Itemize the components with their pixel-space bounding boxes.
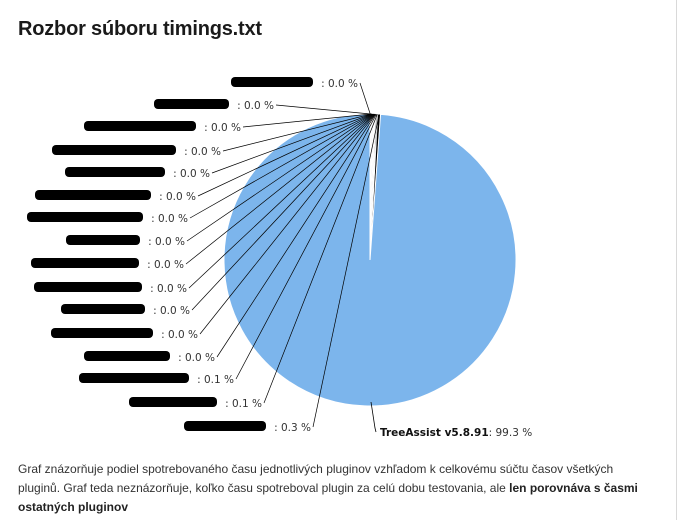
label-redacted-1	[231, 77, 313, 87]
label-redacted-11	[61, 304, 145, 314]
label-redacted-6	[35, 190, 151, 200]
connector-11	[191, 113, 376, 311]
label-value-1: : 0.0 %	[321, 78, 358, 90]
connector-12	[199, 113, 376, 335]
label-value-9: : 0.0 %	[147, 259, 184, 271]
label-redacted-9	[31, 258, 139, 268]
label-value-16: : 0.3 %	[274, 422, 311, 434]
label-redacted-12	[51, 328, 153, 338]
label-redacted-5	[65, 167, 165, 177]
connector-main	[370, 401, 377, 433]
label-value-6: : 0.0 %	[159, 191, 196, 203]
label-redacted-3	[84, 121, 196, 131]
connector-9	[185, 113, 375, 265]
label-main: TreeAssist v5.8.91: 99.3 %	[380, 427, 532, 439]
pie-chart: : 0.0 % : 0.0 % : 0.0 % : 0.0 % : 0.0 % : 0.0…	[27, 77, 532, 439]
label-redacted-13	[84, 351, 170, 361]
label-connectors	[185, 82, 380, 433]
connector-7	[189, 113, 374, 219]
connector-10	[188, 113, 375, 289]
label-redacted-2	[154, 99, 229, 109]
label-value-4: : 0.0 %	[184, 146, 221, 158]
label-value-8: : 0.0 %	[148, 236, 185, 248]
connector-5	[211, 113, 373, 174]
label-main-name: TreeAssist v5.8.91	[380, 427, 489, 439]
label-value-7: : 0.0 %	[151, 213, 188, 225]
label-redacted-7	[27, 212, 143, 222]
connector-13	[216, 113, 377, 358]
chart-description: Graf znázorňuje podiel spotrebovaného ča…	[18, 460, 658, 517]
connector-14	[235, 113, 377, 380]
description-bold: len porovnáva s časmi ostatných pluginov	[18, 481, 638, 514]
label-redacted-4	[52, 145, 176, 155]
label-value-12: : 0.0 %	[161, 329, 198, 341]
label-redacted-14	[79, 373, 189, 383]
label-value-11: : 0.0 %	[153, 305, 190, 317]
label-redacted-8	[66, 235, 140, 245]
connector-4	[222, 113, 372, 152]
label-value-13: : 0.0 %	[178, 352, 215, 364]
label-value-15: : 0.1 %	[225, 398, 262, 410]
label-redacted-15	[129, 397, 217, 407]
connector-2	[275, 104, 371, 115]
connector-1	[359, 82, 371, 115]
label-value-14: : 0.1 %	[197, 374, 234, 386]
connector-16	[312, 114, 380, 428]
page-title: Rozbor súboru timings.txt	[18, 18, 262, 40]
connector-6	[197, 113, 373, 197]
connector-3	[242, 113, 372, 128]
connector-15	[263, 114, 378, 404]
description-text: Graf znázorňuje podiel spotrebovaného ča…	[18, 462, 614, 495]
slice-labels: : 0.0 % : 0.0 % : 0.0 % : 0.0 % : 0.0 % : 0.0…	[27, 77, 532, 439]
label-redacted-10	[34, 282, 142, 292]
label-value-10: : 0.0 %	[150, 283, 187, 295]
label-redacted-16	[184, 421, 266, 431]
connector-8	[186, 113, 374, 242]
label-value-2: : 0.0 %	[237, 100, 274, 112]
label-value-5: : 0.0 %	[173, 168, 210, 180]
label-value-3: : 0.0 %	[204, 122, 241, 134]
label-main-value: : 99.3 %	[489, 427, 533, 439]
